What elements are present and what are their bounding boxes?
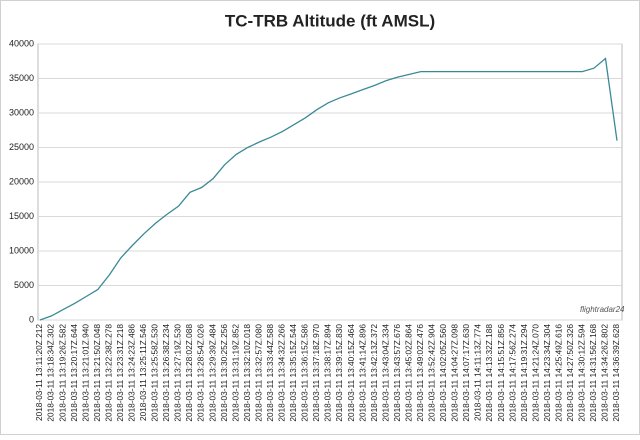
x-tick-label: 2018-03-11 13:22:38Z.278 [103, 324, 113, 422]
x-tick-label: 2018-03-11 13:30:25Z.256 [219, 324, 229, 422]
x-tick-label: 2018-03-11 14:25:49Z.616 [553, 324, 563, 422]
x-tick-label: 2018-03-11 13:24:23Z.486 [127, 324, 137, 422]
y-tick-label: 40000 [9, 38, 34, 48]
x-tick-label: 2018-03-11 13:26:38Z.234 [161, 324, 171, 422]
x-tick-label: 2018-03-11 13:42:13Z.372 [369, 324, 379, 422]
x-tick-label: 2018-03-11 14:11:13Z.774 [473, 324, 483, 421]
x-tick-label: 2018-03-11 13:29:39Z.484 [207, 324, 217, 422]
x-tick-label: 2018-03-11 13:37:18Z.970 [311, 324, 321, 422]
y-tick-label: 5000 [14, 280, 34, 290]
x-tick-label: 2018-03-11 14:19:31Z.294 [519, 324, 529, 422]
x-tick-label: 2018-03-11 13:35:15Z.544 [288, 324, 298, 422]
x-tick-label: 2018-03-11 14:15:51Z.856 [496, 324, 506, 422]
x-tick-label: 2018-03-11 14:30:12Z.594 [577, 324, 587, 422]
x-tick-label: 2018-03-11 13:21:50Z.048 [92, 324, 102, 422]
x-tick-label: 2018-03-11 14:04:27Z.098 [450, 324, 460, 422]
x-tick-label: 2018-03-11 14:07:17Z.630 [461, 324, 471, 422]
x-tick-label: 2018-03-11 13:49:02Z.476 [415, 324, 425, 422]
x-tick-label: 2018-03-11 13:34:32Z.266 [277, 324, 287, 422]
x-tick-label: 2018-03-11 13:45:02Z.864 [403, 324, 413, 422]
x-tick-label: 2018-03-11 13:41:14Z.896 [357, 324, 367, 422]
x-tick-label: 2018-03-11 13:33:44Z.588 [265, 324, 275, 422]
y-tick-label: 25000 [9, 142, 34, 152]
x-tick-label: 2018-03-11 14:34:26Z.802 [600, 324, 610, 422]
x-tick-label: 2018-03-11 13:23:31Z.218 [115, 324, 125, 422]
x-tick-label: 2018-03-11 14:27:50Z.326 [565, 324, 575, 422]
x-tick-label: 2018-03-11 13:20:17Z.644 [69, 324, 79, 422]
x-tick-label: 2018-03-11 13:32:57Z.080 [253, 324, 263, 422]
x-tick-label: 2018-03-11 13:18:34Z.302 [46, 324, 56, 422]
x-tick-label: 2018-03-11 14:02:05Z.560 [438, 324, 448, 422]
watermark: flightradar24 [580, 305, 625, 314]
x-tick-label: 2018-03-11 14:36:39Z.628 [611, 324, 621, 422]
x-tick-label: 2018-03-11 13:27:19Z.530 [173, 324, 183, 422]
y-tick-label: 0 [29, 314, 34, 324]
x-tick-label: 2018-03-11 13:32:10Z.018 [242, 324, 252, 422]
y-tick-label: 10000 [9, 245, 34, 255]
x-tick-label: 2018-03-11 13:52:42Z.904 [427, 324, 437, 422]
x-tick-label: 2018-03-11 14:17:56Z.274 [507, 324, 517, 422]
altitude-line [39, 57, 618, 321]
x-tick-label: 2018-03-11 13:38:17Z.894 [323, 324, 333, 422]
chart-title: TC-TRB Altitude (ft AMSL) [225, 11, 435, 30]
x-tick-label: 2018-03-11 13:19:26Z.582 [57, 324, 67, 422]
x-tick-label: 2018-03-11 14:31:56Z.168 [588, 324, 598, 422]
x-tick-label: 2018-03-11 13:36:15Z.586 [300, 324, 310, 422]
x-tick-label: 2018-03-11 13:11:20Z.212 [34, 324, 44, 421]
x-tick-label: 2018-03-11 13:39:15Z.830 [334, 324, 344, 422]
x-tick-label: 2018-03-11 13:28:54Z.026 [196, 324, 206, 422]
y-tick-label: 15000 [9, 211, 34, 221]
x-tick-label: 2018-03-11 14:13:32Z.188 [484, 324, 494, 422]
x-tick-label: 2018-03-11 14:21:24Z.070 [530, 324, 540, 422]
y-tick-label: 20000 [9, 176, 34, 186]
x-tick-label: 2018-03-11 13:25:58Z.530 [150, 324, 160, 422]
y-tick-label: 35000 [9, 73, 34, 83]
x-tick-label: 2018-03-11 13:43:04Z.334 [380, 324, 390, 422]
y-tick-label: 30000 [9, 107, 34, 117]
x-tick-label: 2018-03-11 14:23:34Z.304 [542, 324, 552, 422]
x-tick-label: 2018-03-11 13:21:01Z.940 [80, 324, 90, 422]
x-tick-label: 2018-03-11 13:31:19Z.852 [230, 324, 240, 422]
x-tick-label: 2018-03-11 13:25:11Z.546 [138, 324, 148, 421]
x-tick-label: 2018-03-11 13:43:57Z.676 [392, 324, 402, 422]
x-tick-label: 2018-03-11 13:40:15Z.464 [346, 324, 356, 422]
x-tick-label: 2018-03-11 13:28:02Z.088 [184, 324, 194, 422]
